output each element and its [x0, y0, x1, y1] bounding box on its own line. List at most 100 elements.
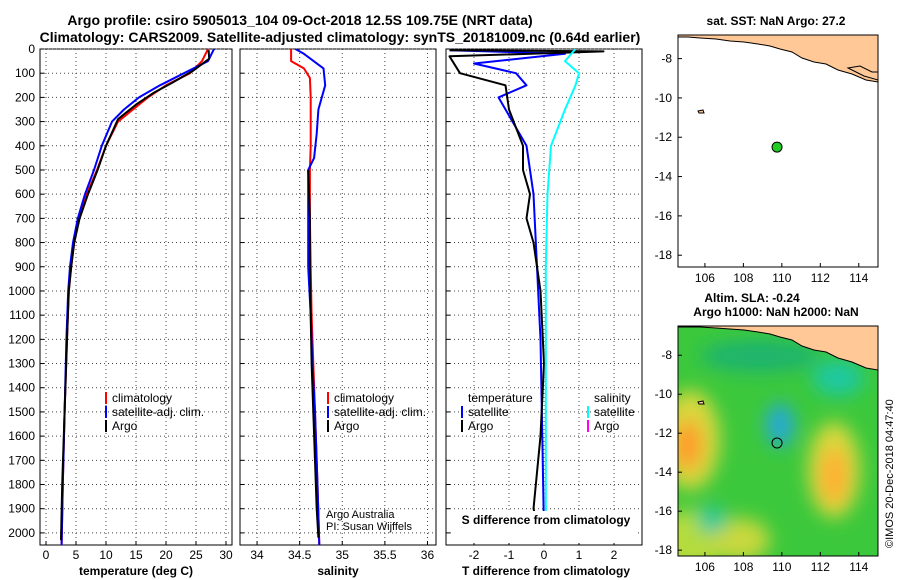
sla-map-subtitle: Argo h1000: NaN h2000: NaN	[693, 305, 858, 319]
series-argo	[307, 169, 320, 538]
depth-tick-labels: 0 100 200 300 400 500 600 700 800 900 1000 1100 1200…	[8, 42, 35, 540]
map-y-tick-label: -16	[655, 209, 673, 223]
depth-tick-label: 1300	[8, 357, 35, 371]
depth-tick-label: 400	[15, 139, 35, 153]
map-x-tick-label: 110	[772, 271, 791, 285]
temperature-x-tick-labels: 0 5 10 15 20 25 30	[43, 548, 233, 562]
s-diff-label-background	[454, 511, 638, 543]
series-temperature-satellite	[449, 49, 566, 533]
depth-tick-label: 1900	[8, 502, 35, 516]
salinity-xlabel: salinity	[317, 564, 359, 578]
x-tick-label: 20	[159, 548, 173, 562]
title-line-1: Argo profile: csiro 5905013_104 09-Oct-2…	[67, 12, 532, 28]
legend-sat-label: satellite-adj. clim.	[112, 405, 204, 419]
depth-tick-label: 1200	[8, 332, 35, 346]
map-x-tick-label: 112	[811, 560, 830, 574]
x-tick-label: 30	[219, 548, 233, 562]
sst-map-frame	[677, 34, 879, 268]
x-tick-label: 35	[336, 548, 350, 562]
sla-map	[678, 326, 878, 556]
legend-s-sat-label: satellite	[594, 405, 635, 419]
depth-tick-label: 1100	[9, 308, 35, 322]
series-salinity-satellite	[544, 49, 580, 533]
x-tick-label: 2	[611, 548, 618, 562]
map-x-tick-label: 106	[695, 271, 715, 285]
depth-tick-label: 600	[15, 187, 35, 201]
bali-coastline	[846, 65, 878, 81]
map-y-tick-label: -18	[655, 543, 673, 557]
title-line-2: Climatology: CARS2009. Satellite-adjuste…	[40, 29, 641, 45]
island	[697, 109, 705, 114]
series-argo	[60, 50, 211, 541]
depth-tick-label: 900	[15, 260, 35, 274]
x-tick-label: 5	[73, 548, 80, 562]
salinity-panel-frame	[239, 48, 437, 546]
x-tick-label: 10	[99, 548, 113, 562]
x-tick-label: 1	[576, 548, 583, 562]
sla-map-ticks: 106 108 110 112 114 -8 -10 -12 -14 -16 -18	[655, 348, 869, 574]
legend-clim-label: climatology	[334, 391, 394, 405]
argo-float-location-sst	[771, 141, 783, 153]
salinity-x-tick-labels: 34 34.5 35 35.5 36	[250, 548, 434, 562]
salinity-grid	[240, 48, 436, 545]
series-satellite-adj-clim-	[60, 49, 215, 545]
legend-argo-label: Argo	[112, 419, 138, 433]
map-y-tick-label: -8	[661, 348, 672, 362]
depth-tick-label: 1800	[8, 478, 35, 492]
x-tick-label: -2	[469, 548, 480, 562]
legend-argo-label: Argo	[334, 419, 360, 433]
map-y-tick-label: -10	[655, 387, 673, 401]
x-tick-label: 34	[250, 548, 264, 562]
x-tick-label: 36	[421, 548, 435, 562]
temperature-series	[60, 49, 215, 545]
depth-tick-label: 0	[28, 42, 35, 56]
map-x-tick-label: 108	[733, 271, 753, 285]
sla-field	[678, 340, 864, 556]
sla-map-frame	[677, 325, 879, 557]
map-x-tick-label: 110	[772, 560, 791, 574]
legend-clim-label: climatology	[112, 391, 172, 405]
island-sla	[697, 400, 705, 405]
imos-watermark: ©IMOS 20-Dec-2018 04:47:40	[884, 399, 896, 548]
map-y-tick-label: -18	[655, 248, 673, 262]
depth-tick-label: 100	[15, 66, 35, 80]
x-tick-label: 0	[541, 548, 548, 562]
x-tick-label: 35.5	[373, 548, 397, 562]
depth-tick-label: 800	[15, 236, 35, 250]
map-y-tick-label: -10	[655, 91, 673, 105]
sst-map-ticks: 106 108 110 112 114 -8 -10 -12 -14 -16 -18	[655, 52, 869, 285]
legend-sat-label: satellite-adj. clim.	[334, 405, 426, 419]
depth-tick-label: 300	[15, 115, 35, 129]
depth-tick-label: 700	[15, 211, 35, 225]
depth-tick-label: 500	[15, 163, 35, 177]
map-x-tick-label: 108	[733, 560, 753, 574]
x-tick-label: 34.5	[288, 548, 312, 562]
map-y-tick-label: -8	[661, 52, 672, 66]
series-temperature-argo	[448, 49, 605, 534]
map-x-tick-label: 114	[849, 560, 868, 574]
x-tick-label: 25	[189, 548, 203, 562]
sla-map-title: Altim. SLA: -0.24	[704, 291, 800, 305]
map-y-tick-label: -14	[655, 465, 673, 479]
difference-series	[448, 49, 605, 534]
salinity-series	[290, 49, 327, 545]
map-x-tick-label: 106	[695, 560, 715, 574]
x-tick-label: -1	[504, 548, 515, 562]
credit-text: Argo Australia	[326, 509, 395, 521]
map-y-tick-label: -16	[655, 504, 673, 518]
x-tick-label: 0	[43, 548, 50, 562]
legend-t-argo-label: Argo	[468, 419, 494, 433]
depth-tick-label: 200	[15, 90, 35, 104]
legend-t-sat-label: satellite	[468, 405, 509, 419]
depth-tick-label: 1500	[8, 405, 35, 419]
legend-salinity-title: salinity	[594, 391, 631, 405]
difference-x-tick-labels: -2 -1 0 1 2	[469, 548, 618, 562]
map-y-tick-label: -12	[655, 130, 673, 144]
temperature-grid	[40, 48, 232, 545]
java-coastline-sla	[678, 326, 878, 371]
argo-float-location-sla	[771, 437, 783, 449]
map-y-tick-label: -12	[655, 426, 673, 440]
map-x-tick-label: 112	[811, 271, 830, 285]
x-tick-label: 15	[129, 548, 143, 562]
depth-tick-label: 1400	[8, 381, 35, 395]
